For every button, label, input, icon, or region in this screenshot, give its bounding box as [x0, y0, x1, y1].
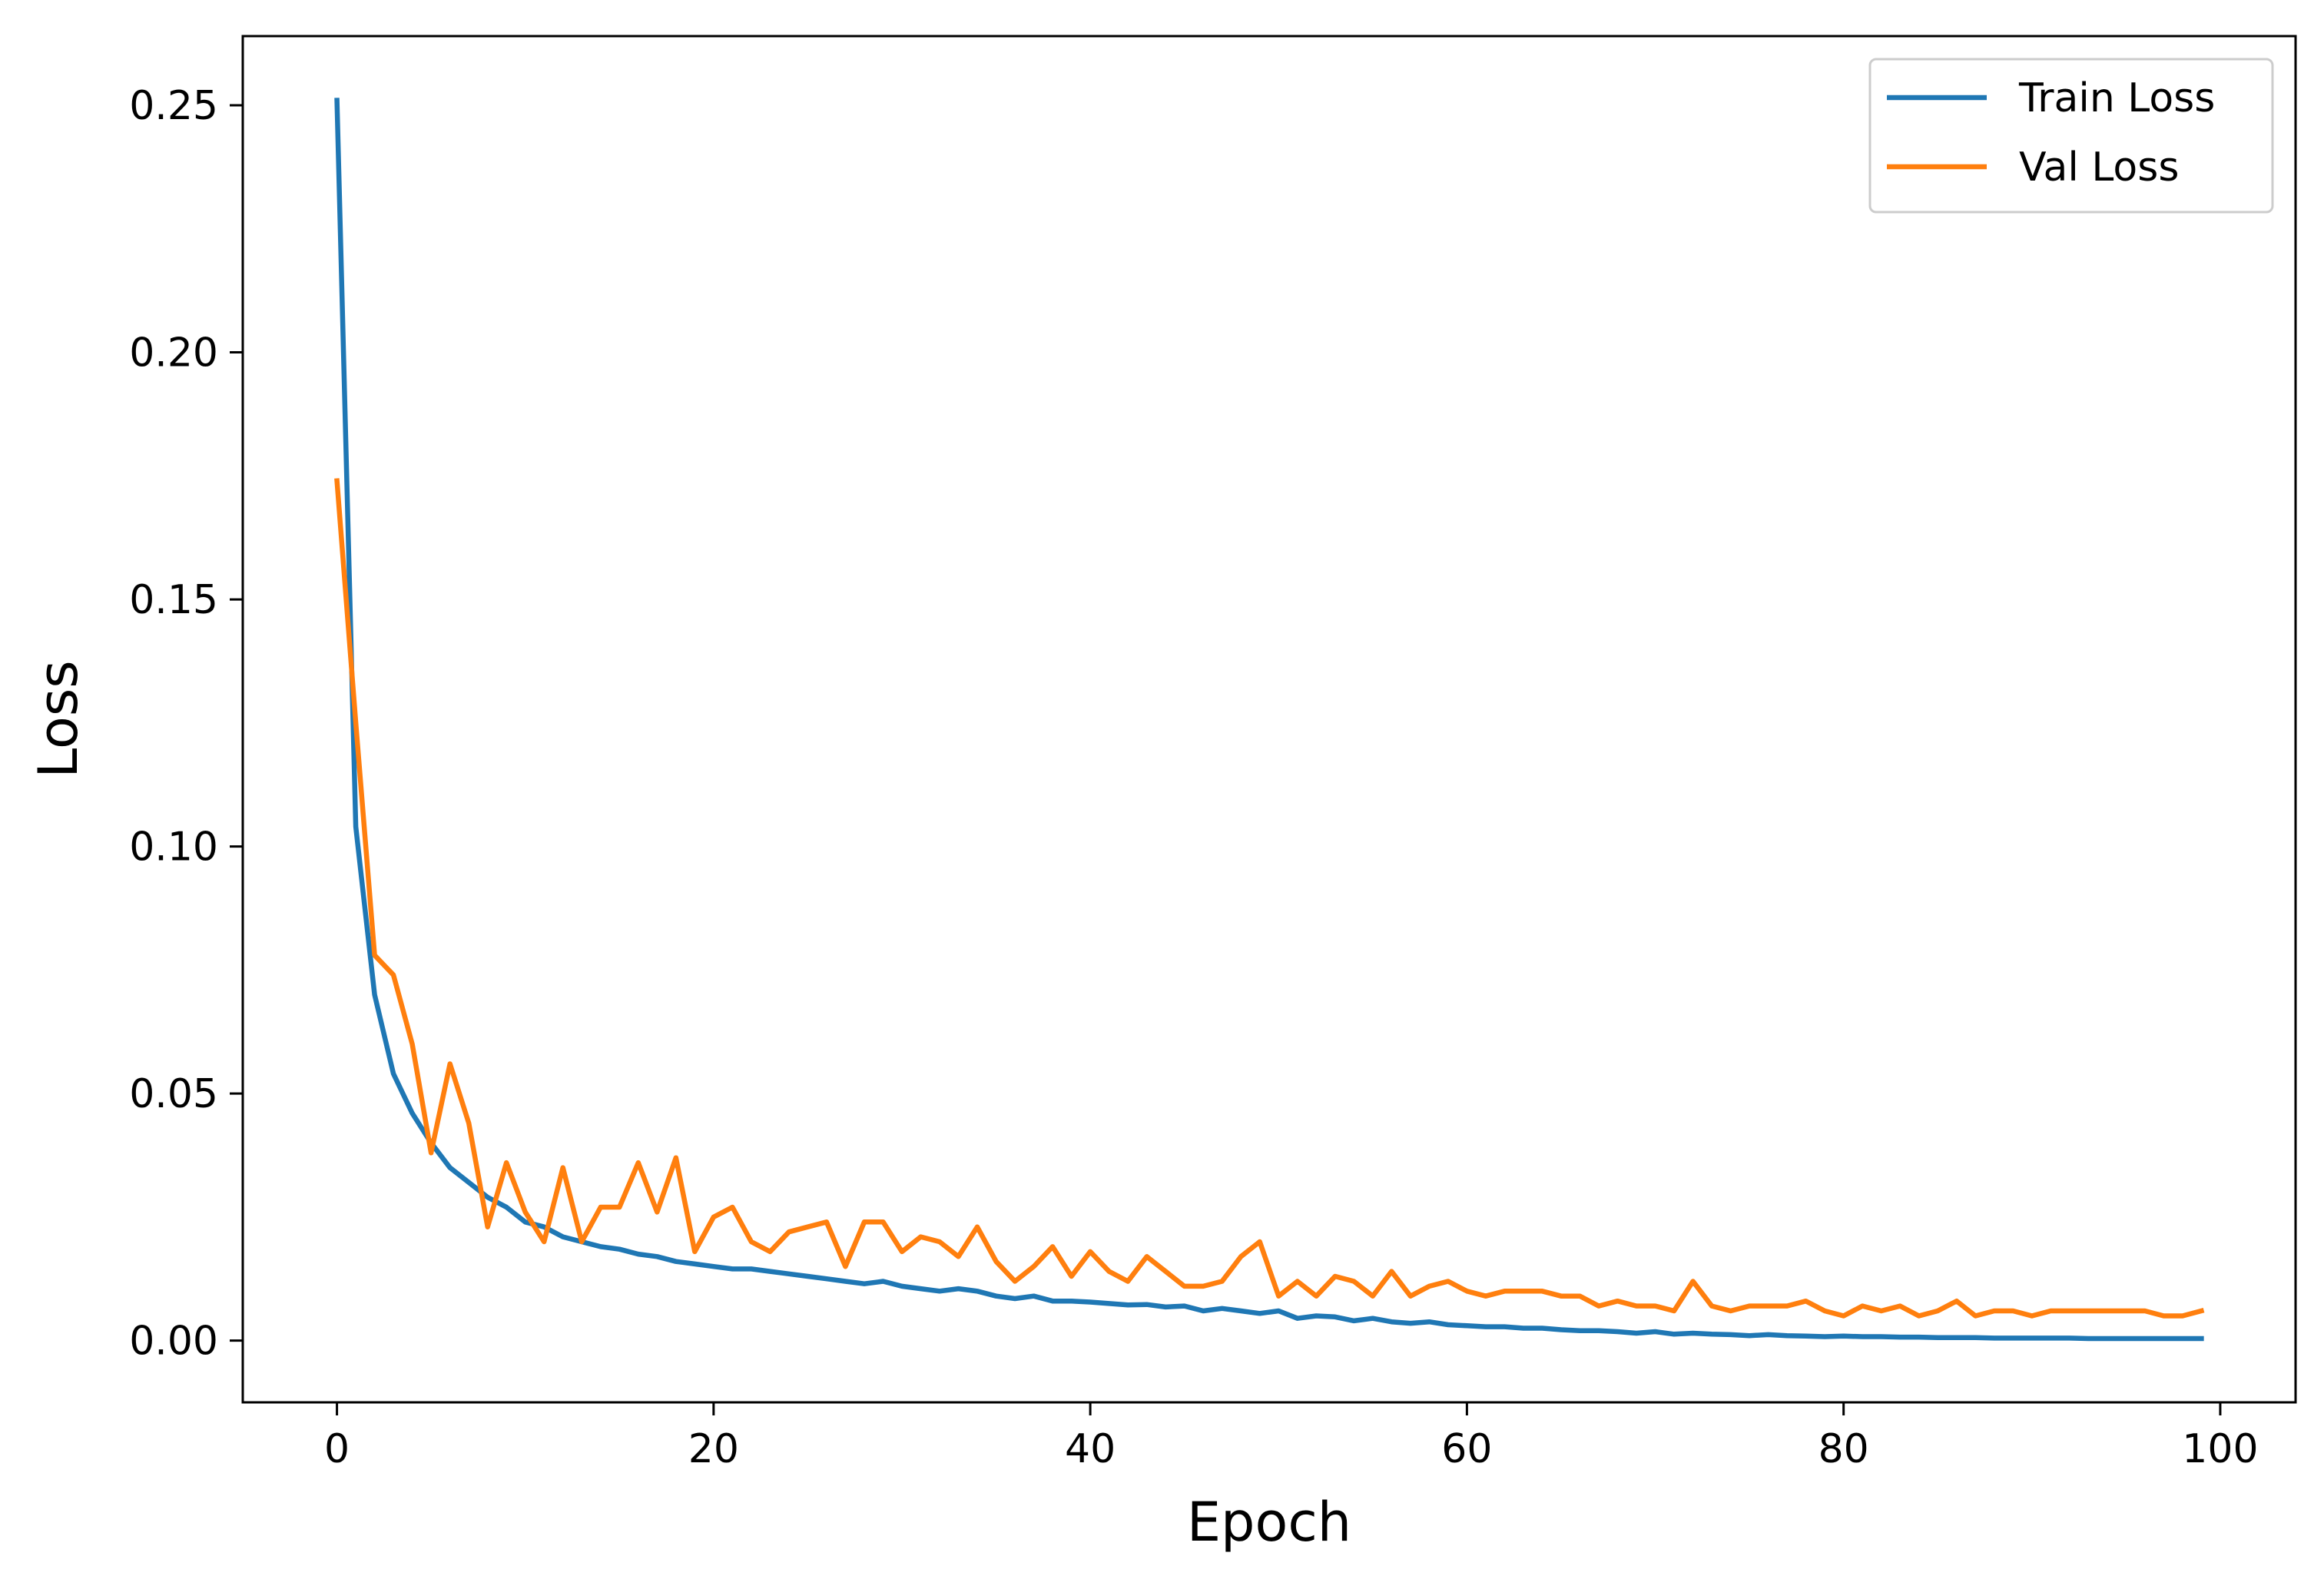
y-tick-label: 0.10 — [129, 824, 218, 871]
legend-label-val-loss: Val Loss — [2019, 144, 2179, 191]
legend: Train Loss Val Loss — [1868, 58, 2274, 214]
x-tick-label: 80 — [1818, 1426, 1869, 1472]
series-line-train-loss — [334, 98, 2204, 1342]
series-layer — [334, 98, 2205, 1342]
y-tick-label: 0.20 — [129, 330, 218, 377]
series-line-val-loss — [334, 478, 2205, 1319]
x-tick-label: 0 — [324, 1426, 350, 1472]
x-tick-label: 60 — [1441, 1426, 1492, 1472]
x-tick-label: 100 — [2182, 1426, 2258, 1472]
y-axis-title: Loss — [27, 660, 90, 778]
x-axis-ticks: 0 20 40 60 80 100 — [324, 1402, 2259, 1472]
y-tick-label: 0.25 — [129, 83, 218, 129]
y-tick-label: 0.00 — [129, 1319, 218, 1365]
axes-frame — [241, 35, 2297, 1404]
x-axis-title: Epoch — [1187, 1491, 1351, 1554]
legend-label-train-loss: Train Loss — [2018, 75, 2215, 121]
y-tick-label: 0.05 — [129, 1071, 218, 1117]
y-tick-label: 0.15 — [129, 577, 218, 623]
x-tick-label: 40 — [1065, 1426, 1116, 1472]
x-tick-label: 20 — [688, 1426, 739, 1472]
y-axis-ticks: 0.00 0.05 0.10 0.15 0.20 0.25 — [129, 83, 243, 1365]
